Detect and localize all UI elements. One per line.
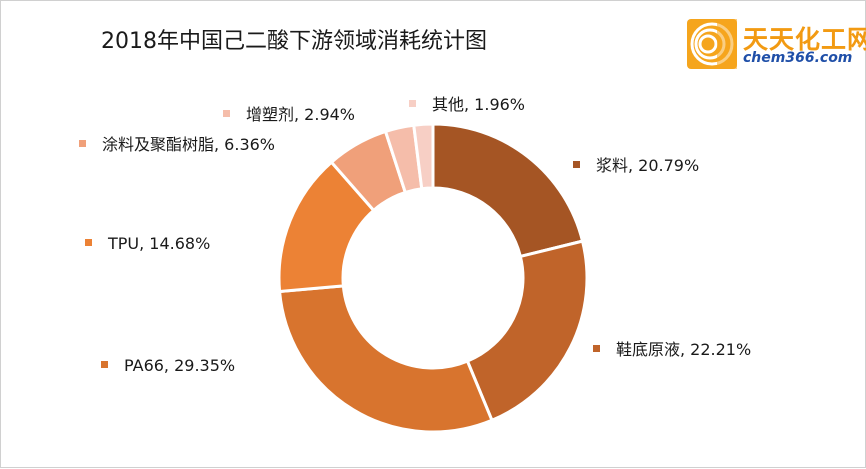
data-label: 鞋底原液, 22.21%: [616, 340, 752, 359]
site-logo[interactable]: 天天化工网 chem366.com: [687, 19, 866, 71]
data-label: 其他, 1.96%: [432, 95, 526, 114]
chart-title: 2018年中国己二酸下游领域消耗统计图: [101, 29, 487, 54]
logo-main-text: 天天化工网: [743, 25, 866, 54]
slice-label-2: PA66, 29.35%: [101, 356, 235, 375]
slice-label-0: 浆料, 20.79%: [573, 152, 699, 176]
legend-swatch: [223, 110, 230, 117]
slice-6: [412, 122, 435, 191]
legend-swatch: [85, 239, 92, 246]
slice-2: [277, 284, 494, 434]
data-label: PA66, 29.35%: [124, 356, 236, 375]
logo-emblem-icon: [687, 19, 737, 69]
legend-swatch: [593, 345, 600, 352]
data-label: 涂料及聚酯树脂, 6.36%: [102, 135, 276, 154]
legend-swatch: [79, 140, 86, 147]
slice-label-5: 增塑剂, 2.94%: [223, 101, 355, 125]
slice-label-4: 涂料及聚酯树脂, 6.36%: [79, 131, 275, 155]
legend-swatch: [573, 161, 580, 168]
data-label: 浆料, 20.79%: [596, 156, 700, 175]
logo-sub-text: chem366.com: [743, 50, 853, 66]
legend-swatch: [409, 100, 416, 107]
legend-swatch: [101, 361, 108, 368]
data-label: 增塑剂, 2.94%: [246, 105, 356, 124]
slice-0: [431, 122, 585, 259]
slice-label-3: TPU, 14.68%: [85, 234, 210, 253]
data-label: TPU, 14.68%: [108, 234, 211, 253]
slice-label-1: 鞋底原液, 22.21%: [593, 336, 751, 360]
slice-1: [465, 239, 589, 423]
slice-label-6: 其他, 1.96%: [409, 91, 525, 115]
